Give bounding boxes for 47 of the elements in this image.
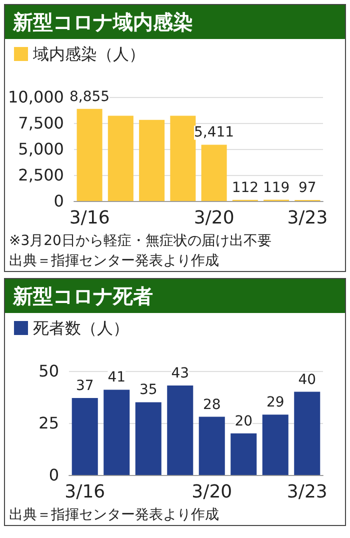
bar xyxy=(262,414,288,475)
y-tick-label: 7,500 xyxy=(18,114,64,132)
bar xyxy=(294,392,320,475)
source-note: 出典＝指揮センター発表より作成 xyxy=(8,252,220,271)
bar xyxy=(135,402,162,475)
x-tick-label: 3/20 xyxy=(192,482,232,502)
y-tick-label: 50 xyxy=(38,362,59,380)
x-tick-label: 3/23 xyxy=(287,208,328,228)
data-label: 8,855 xyxy=(70,88,110,105)
bar xyxy=(170,116,196,201)
y-tick-label: 10,000 xyxy=(8,88,64,106)
bar xyxy=(167,386,194,475)
data-label: 119 xyxy=(262,180,290,196)
bar xyxy=(198,416,225,475)
x-tick-label: 3/16 xyxy=(69,208,110,228)
data-label: 29 xyxy=(266,394,284,411)
bar xyxy=(104,390,130,475)
data-label: 97 xyxy=(298,180,316,196)
legend-label: 域内感染（人） xyxy=(32,44,145,64)
legend-label: 死者数（人） xyxy=(33,318,129,338)
y-tick-label: 0 xyxy=(54,192,64,210)
data-label: 35 xyxy=(139,382,158,398)
source-note: 出典＝指揮センター発表より作成 xyxy=(8,506,220,525)
data-label: 5,411 xyxy=(194,124,234,141)
x-tick-label: 3/16 xyxy=(64,482,106,502)
data-label: 37 xyxy=(76,378,94,394)
y-tick-label: 2,500 xyxy=(18,166,64,184)
y-tick-label: 5,000 xyxy=(18,140,64,158)
y-tick-label: 0 xyxy=(48,466,59,484)
data-label: 43 xyxy=(171,366,190,382)
data-label: 41 xyxy=(108,370,126,386)
data-label: 40 xyxy=(298,372,316,388)
x-tick-label: 3/23 xyxy=(286,482,328,502)
chart-title: 新型コロナ域内感染 xyxy=(5,5,345,39)
data-label: 112 xyxy=(232,180,259,196)
data-label: 20 xyxy=(234,413,253,430)
bar xyxy=(76,108,102,201)
text: ※3月20日から軽症・無症状の届け出不要 xyxy=(8,232,272,251)
bar xyxy=(230,433,257,475)
bar xyxy=(201,144,227,201)
y-tick-label: 25 xyxy=(38,414,59,432)
chart-title: 新型コロナ死者 xyxy=(5,279,345,313)
bar xyxy=(72,398,98,475)
data-label: 28 xyxy=(202,396,221,413)
bar xyxy=(108,116,134,201)
x-tick-label: 3/20 xyxy=(194,208,234,228)
bar xyxy=(139,120,165,201)
